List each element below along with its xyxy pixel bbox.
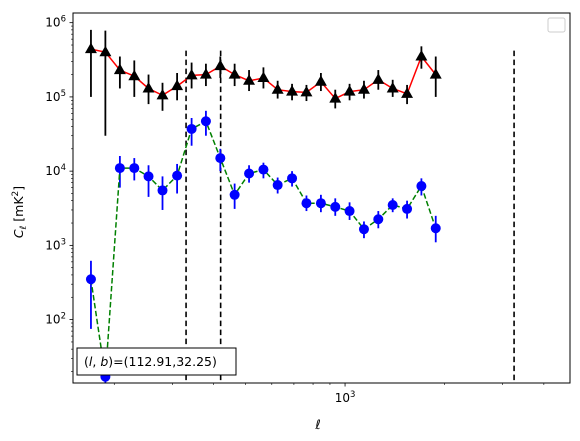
data-point — [343, 85, 356, 96]
y-tick-label: 105 — [45, 89, 66, 104]
x-axis-label: ℓ — [314, 418, 320, 433]
data-point — [99, 45, 112, 57]
data-point — [330, 201, 341, 212]
data-point — [416, 181, 427, 192]
data-point — [401, 87, 414, 98]
series-1 — [85, 110, 441, 383]
data-point — [358, 224, 369, 235]
data-point — [85, 274, 96, 285]
series-line — [90, 120, 437, 377]
data-point — [373, 214, 384, 225]
data-point — [415, 50, 428, 61]
data-point — [315, 198, 326, 209]
data-point — [286, 85, 299, 96]
data-point — [143, 171, 154, 182]
data-point — [430, 223, 441, 234]
data-point — [114, 163, 125, 174]
y-tick-label: 104 — [45, 163, 66, 178]
data-point — [387, 199, 398, 210]
data-point — [215, 153, 226, 164]
data-point — [243, 74, 256, 85]
annotation-box — [76, 347, 237, 376]
data-point — [287, 173, 298, 184]
data-point — [229, 189, 240, 200]
data-point — [244, 168, 255, 179]
data-point — [300, 85, 313, 97]
data-point — [257, 71, 270, 82]
data-point — [129, 163, 140, 174]
data-point — [156, 88, 169, 100]
data-point — [386, 81, 399, 93]
data-point — [228, 68, 241, 79]
data-point — [429, 68, 442, 79]
data-point — [329, 92, 342, 103]
series-layer — [84, 29, 442, 383]
y-tick-label: 103 — [45, 237, 66, 252]
axes-frame — [72, 12, 571, 384]
y-axis-label: Cℓ [mK2] — [11, 186, 29, 238]
legend-box — [547, 17, 566, 33]
data-point — [314, 75, 327, 86]
data-point — [214, 59, 227, 71]
annotation: (l, b)=(112.91,32.25) — [76, 347, 237, 376]
data-point — [301, 198, 312, 209]
data-point — [113, 63, 126, 75]
data-point — [271, 83, 284, 94]
data-point — [185, 68, 198, 80]
data-point — [186, 123, 197, 134]
data-point — [372, 73, 385, 84]
data-point — [402, 203, 413, 214]
data-point — [142, 81, 155, 93]
annotation-text: (l, b)=(112.91,32.25) — [84, 354, 217, 369]
data-point — [199, 68, 212, 79]
data-point — [344, 206, 355, 217]
y-axis-ticks: 102 103 104 105 106 — [45, 15, 73, 372]
data-point — [171, 79, 184, 91]
series-0 — [84, 29, 442, 136]
data-point — [128, 69, 141, 81]
y-tick-label: 106 — [45, 15, 66, 30]
x-axis-ticks: 103 — [113, 383, 545, 405]
y-tick-label: 102 — [45, 312, 66, 327]
data-point — [200, 116, 211, 127]
data-point — [258, 164, 269, 175]
data-point — [172, 170, 183, 181]
data-point — [357, 83, 370, 94]
data-point — [157, 185, 168, 196]
x-tick-label: 103 — [335, 390, 356, 405]
data-point — [272, 180, 283, 191]
vertical-lines — [185, 50, 515, 383]
data-point — [84, 42, 97, 54]
